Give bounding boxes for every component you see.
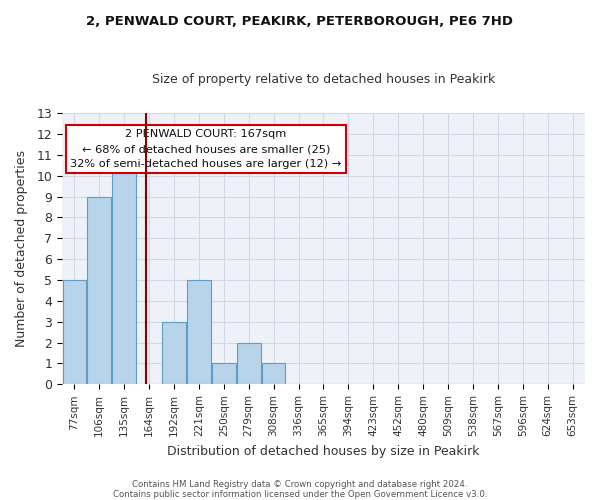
Bar: [88, 196, 111, 384]
Bar: [237, 342, 260, 384]
Bar: [62, 280, 86, 384]
Bar: [112, 155, 136, 384]
Text: 2, PENWALD COURT, PEAKIRK, PETERBOROUGH, PE6 7HD: 2, PENWALD COURT, PEAKIRK, PETERBOROUGH,…: [86, 15, 514, 28]
X-axis label: Distribution of detached houses by size in Peakirk: Distribution of detached houses by size …: [167, 444, 480, 458]
Text: Contains public sector information licensed under the Open Government Licence v3: Contains public sector information licen…: [113, 490, 487, 499]
Y-axis label: Number of detached properties: Number of detached properties: [15, 150, 28, 347]
Text: 2 PENWALD COURT: 167sqm
← 68% of detached houses are smaller (25)
32% of semi-de: 2 PENWALD COURT: 167sqm ← 68% of detache…: [70, 130, 341, 169]
Text: Contains HM Land Registry data © Crown copyright and database right 2024.: Contains HM Land Registry data © Crown c…: [132, 480, 468, 489]
Bar: [212, 364, 236, 384]
Title: Size of property relative to detached houses in Peakirk: Size of property relative to detached ho…: [152, 72, 495, 86]
Bar: [187, 280, 211, 384]
Bar: [162, 322, 186, 384]
Bar: [262, 364, 286, 384]
